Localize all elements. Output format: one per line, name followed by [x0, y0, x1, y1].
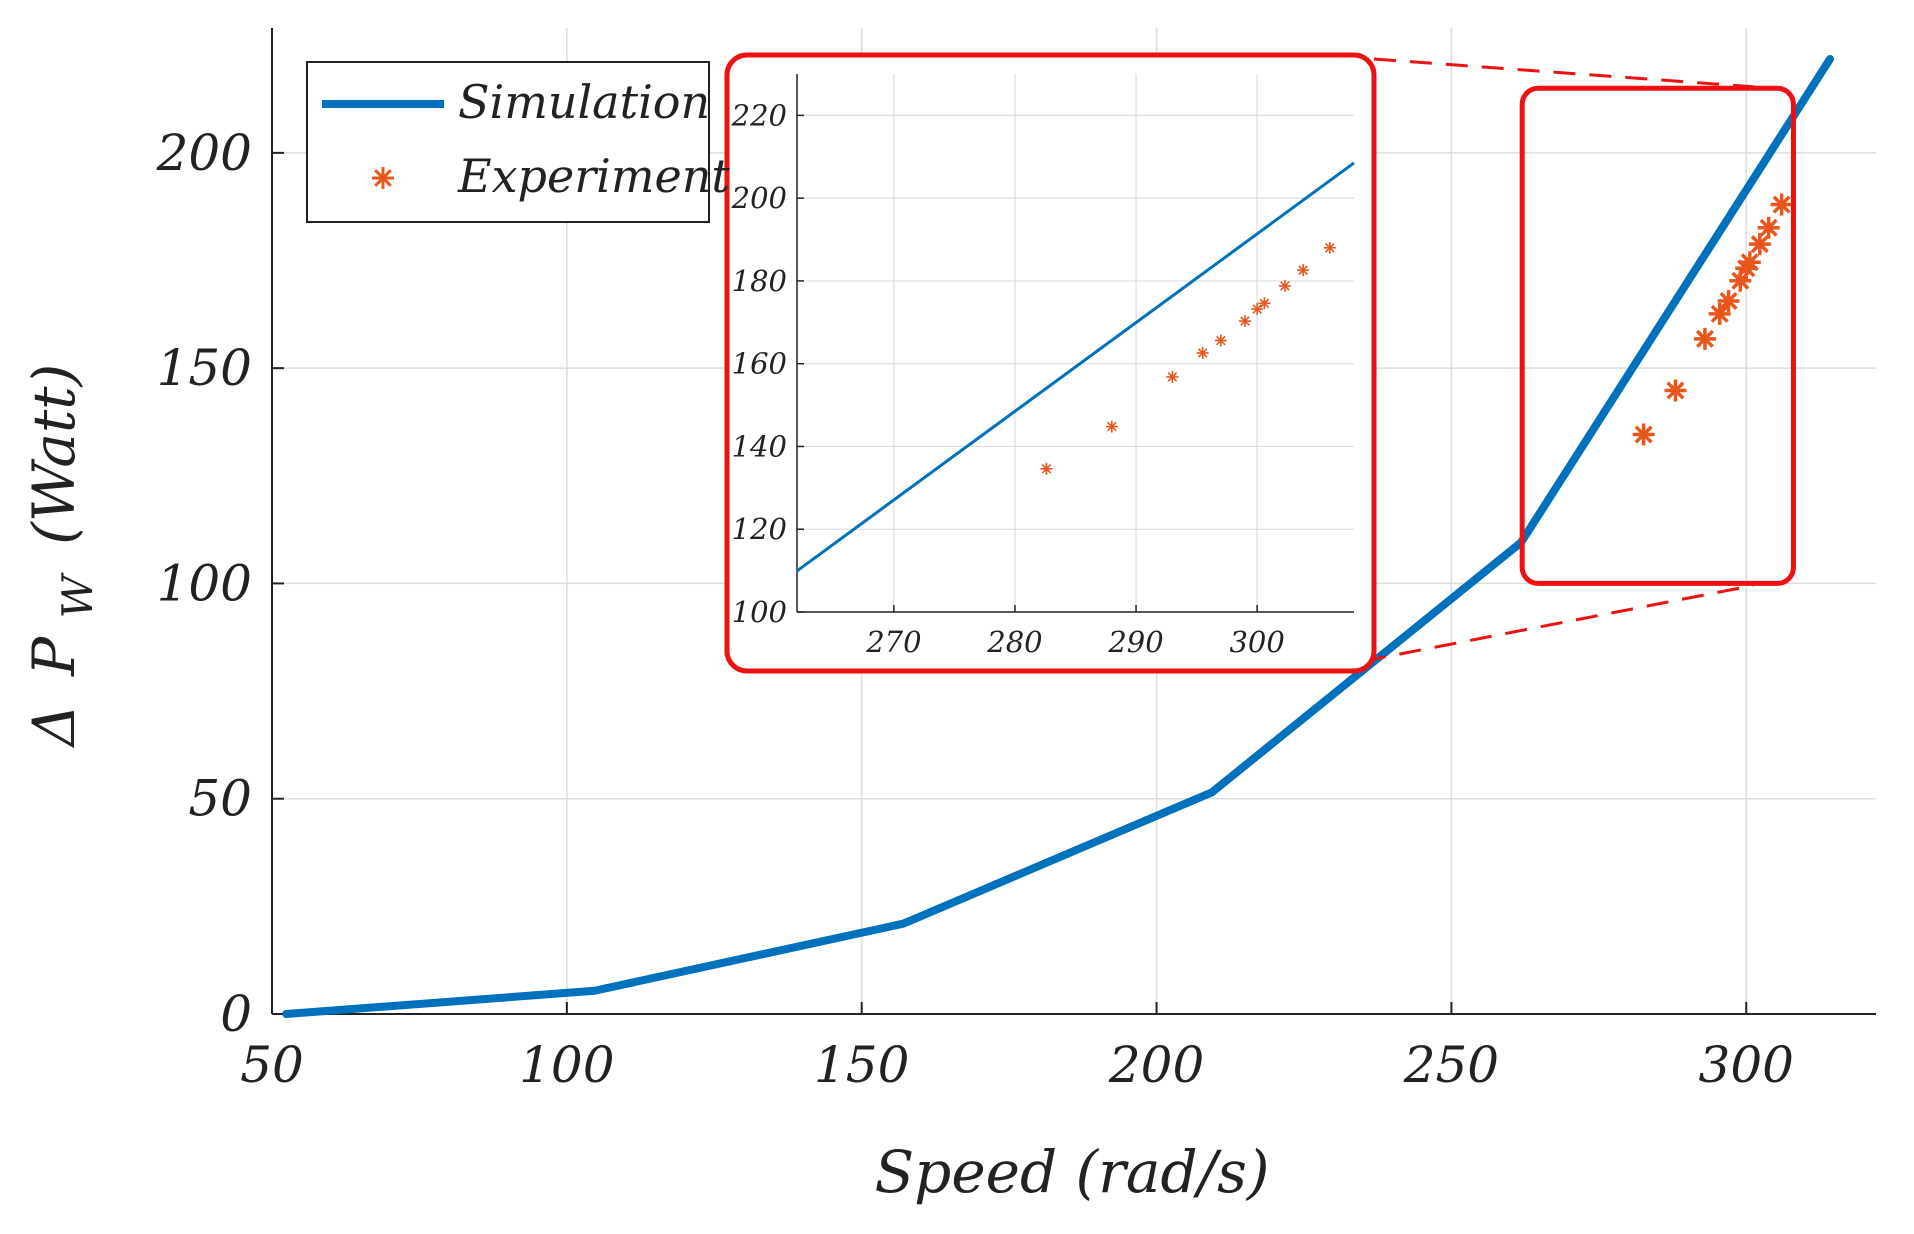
inset-experiment-point [1239, 315, 1252, 328]
inset-y-tick-label: 100 [732, 595, 787, 629]
experiment-marker-stroke [1759, 218, 1778, 237]
zoom-callout [724, 52, 1796, 674]
x-tick-label: 100 [519, 1036, 614, 1094]
inset-simulation-line [796, 161, 1355, 573]
inset-y-tick-label: 180 [732, 264, 787, 298]
experiment-marker-stroke [1740, 253, 1759, 272]
experiment-marker-stroke [1259, 298, 1270, 309]
inset-experiment-point [1105, 420, 1118, 433]
experiment-marker-stroke [1634, 425, 1653, 444]
inset-experiment-point [1323, 241, 1336, 254]
experiment-marker-stroke [1719, 291, 1738, 310]
experiment-marker-stroke [1710, 304, 1729, 323]
experiment-marker-stroke [1666, 381, 1685, 400]
simulation-line [282, 55, 1835, 1018]
legend: Simulation Experiment [306, 61, 730, 223]
y-tick-label: 150 [157, 339, 252, 397]
inset-experiment-point [1196, 346, 1209, 359]
experiment-marker-stroke [374, 169, 392, 187]
experiment-marker-stroke [1324, 243, 1335, 253]
x-axis-label: Speed (rad/s) [874, 1138, 1269, 1206]
experiment-point [1717, 289, 1740, 312]
main-axes [271, 28, 1876, 1015]
experiment-marker-stroke [1197, 348, 1208, 358]
legend-simulation-label: Simulation [458, 75, 710, 129]
main-plot-area [282, 55, 1835, 1018]
inset-y-tick-label: 140 [732, 429, 787, 463]
y-tick-label: 50 [188, 770, 252, 828]
y-tick-label: 200 [156, 124, 252, 182]
experiment-point [1632, 423, 1655, 446]
experiment-marker-stroke [1280, 281, 1290, 291]
experiment-marker-stroke [1750, 235, 1769, 254]
experiment-point [1693, 327, 1716, 350]
experiment-marker-stroke [1167, 372, 1178, 382]
inset-plot: 270 280 290 300 100 120 140 160 180 200 220 [731, 74, 1355, 659]
inset-experiment-point [1040, 462, 1053, 475]
experiment-point [1757, 216, 1780, 239]
inset-experiment-point [1278, 279, 1291, 292]
experiment-point [1708, 302, 1731, 325]
experiment-marker-stroke [1041, 464, 1052, 474]
inset-frame [724, 52, 1377, 674]
x-tick-label: 150 [814, 1036, 909, 1094]
inset-experiment-point [1214, 334, 1227, 347]
experiment-point [1664, 379, 1687, 402]
inset-x-tick-label: 270 [865, 625, 921, 659]
x-tick-label: 50 [240, 1036, 304, 1094]
inset-y-tick-label: 120 [732, 512, 787, 546]
inset-experiment-point [1251, 303, 1264, 316]
y-tick-label: 0 [220, 985, 252, 1043]
inset-experiment-point [1258, 297, 1271, 310]
inset-experiment-point [1297, 264, 1310, 277]
x-tick-label: 200 [1108, 1036, 1204, 1094]
inset-x-tick-label: 290 [1107, 625, 1163, 659]
zoom-connector-top [1373, 57, 1774, 90]
experiment-point [1738, 251, 1761, 274]
x-tick-label: 300 [1699, 1036, 1794, 1094]
inset-y-tick-label: 160 [732, 347, 787, 381]
inset-experiment-point [1166, 370, 1179, 383]
experiment-point [1770, 193, 1793, 216]
zoom-connector-bottom [1363, 583, 1754, 663]
inset-x-tick-label: 280 [986, 625, 1042, 659]
experiment-point [1748, 233, 1771, 256]
inset-x-tick-label: 300 [1229, 625, 1284, 659]
legend-experiment-label: Experiment [457, 149, 730, 203]
experiment-marker-stroke [1107, 421, 1117, 432]
y-axis-label: Δ P W (Watt) [20, 364, 106, 748]
experiment-marker-stroke [1215, 335, 1226, 346]
zoom-region-box [1519, 85, 1796, 586]
experiment-marker-stroke [1772, 195, 1791, 214]
experiment-marker-stroke [1252, 304, 1262, 314]
inset-y-tick-label: 200 [731, 181, 787, 215]
y-tick-label: 100 [157, 554, 252, 612]
experiment-marker-stroke [1695, 329, 1714, 348]
experiment-marker-stroke [1240, 316, 1250, 326]
legend-experiment-swatch [372, 167, 394, 189]
legend-box [306, 61, 710, 223]
inset-y-tick-label: 220 [731, 98, 787, 132]
experiment-marker-stroke [1298, 265, 1308, 275]
x-tick-label: 250 [1403, 1036, 1499, 1094]
